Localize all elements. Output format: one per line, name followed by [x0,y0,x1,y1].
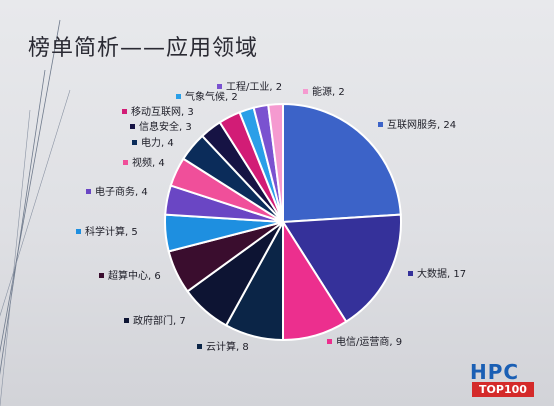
pie-slice [282,102,402,224]
hpc-top100-logo: HPC TOP100 [468,360,546,400]
slice-label-text: 互联网服务, 24 [387,118,456,131]
legend-marker [303,89,308,94]
slice-label: 能源, 2 [303,85,345,98]
slice-label-text: 能源, 2 [312,85,345,98]
slice-label-text: 电力, 4 [141,136,174,149]
slice-label: 云计算, 8 [197,340,249,353]
slice-label-text: 云计算, 8 [206,340,249,353]
slice-label: 超算中心, 6 [99,269,161,282]
legend-marker [130,124,135,129]
legend-marker [327,339,332,344]
legend-marker [123,160,128,165]
slide-title: 榜单简析——应用领域 [28,36,259,61]
decorative-lines [0,19,71,406]
slice-label-text: 信息安全, 3 [139,120,192,133]
legend-marker [122,109,127,114]
slice-label: 科学计算, 5 [76,225,138,238]
legend-marker [99,273,104,278]
slice-label-text: 电信/运营商, 9 [336,335,402,348]
legend-marker [76,229,81,234]
pie-slice [267,102,284,223]
slice-label: 工程/工业, 2 [217,81,282,93]
slice-label: 电子商务, 4 [86,185,148,198]
slice-label-text: 工程/工业, 2 [226,81,282,93]
slice-label-text: 视频, 4 [132,156,165,169]
slice-label: 互联网服务, 24 [378,118,456,131]
slice-label-text: 气象气候, 2 [185,90,238,103]
legend-marker [124,318,129,323]
slice-label-text: 大数据, 17 [417,267,466,280]
slice-label-text: 电子商务, 4 [95,185,148,198]
legend-marker [176,94,181,99]
slice-label: 视频, 4 [123,156,165,169]
slice-label: 电力, 4 [132,136,174,149]
legend-marker [217,84,222,89]
slice-label: 移动互联网, 3 [122,105,194,118]
slice-label: 政府部门, 7 [124,314,186,327]
slice-label: 气象气候, 2 [176,90,238,103]
legend-marker [197,344,202,349]
slice-label: 信息安全, 3 [130,120,192,133]
pie-slice [281,213,402,324]
slice-label-text: 移动互联网, 3 [131,105,194,118]
legend-marker [86,189,91,194]
logo-sub-text: TOP100 [472,382,534,397]
legend-marker [132,140,137,145]
slice-label: 电信/运营商, 9 [327,335,402,348]
legend-marker [408,271,413,276]
slice-label-text: 政府部门, 7 [133,314,186,327]
logo-main-text: HPC [470,360,520,384]
slice-label: 大数据, 17 [408,267,466,280]
slice-label-text: 超算中心, 6 [108,269,161,282]
legend-marker [378,122,383,127]
slice-label-text: 科学计算, 5 [85,225,138,238]
